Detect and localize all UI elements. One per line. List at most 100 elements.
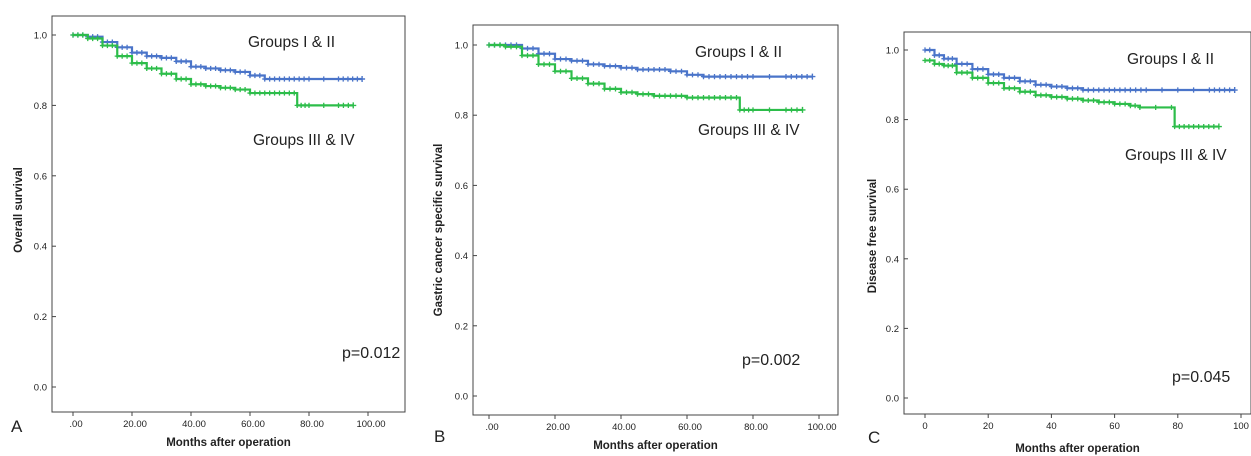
censor-mark (144, 53, 150, 59)
legend-label-groups-i-ii: Groups I & II (1127, 51, 1214, 68)
censor-mark (684, 72, 690, 78)
censor-mark (345, 76, 351, 82)
censor-mark (163, 71, 170, 77)
censor-mark (1075, 96, 1081, 102)
censor-mark (104, 42, 111, 49)
censor-mark (1017, 78, 1023, 84)
censor-mark (139, 50, 145, 56)
censor-mark (508, 44, 514, 50)
censor-mark (1181, 123, 1187, 130)
censor-mark (276, 76, 283, 82)
censor-mark (193, 64, 199, 70)
censor-mark (1017, 89, 1023, 95)
censor-mark (306, 76, 312, 82)
censor-mark (1137, 104, 1143, 111)
x-tick-label: .00 (485, 422, 498, 433)
x-tick-label: 0 (922, 421, 927, 432)
censor-mark (271, 76, 278, 82)
censor-mark (1054, 94, 1060, 100)
censor-mark (1064, 85, 1070, 91)
censor-mark (267, 90, 273, 96)
censor-mark (1054, 83, 1060, 90)
censor-mark (546, 61, 553, 67)
censor-mark (1133, 87, 1139, 93)
censor-mark (491, 42, 498, 48)
censor-mark (640, 66, 646, 73)
censor-mark (183, 58, 189, 64)
censor-mark (563, 56, 569, 62)
censor-mark (1153, 104, 1159, 111)
censor-mark (1101, 87, 1107, 93)
censor-mark (1096, 87, 1102, 93)
censor-mark (227, 67, 233, 73)
censor-mark (1038, 92, 1044, 98)
censor-mark (678, 68, 685, 74)
censor-mark (629, 89, 635, 95)
censor-mark (618, 89, 624, 95)
censor-mark (645, 91, 652, 97)
censor-mark (651, 93, 657, 99)
censor-mark (667, 93, 674, 99)
panel-letter: C (868, 428, 880, 447)
censor-mark (203, 65, 209, 72)
x-tick-label: .00 (69, 419, 82, 430)
censor-mark (990, 80, 997, 86)
x-tick-label: 20 (983, 421, 994, 432)
censor-mark (242, 86, 248, 93)
censor-mark (1027, 78, 1033, 84)
panel-letter: B (434, 427, 445, 446)
censor-mark (301, 76, 307, 82)
censor-mark (227, 85, 233, 91)
censor-mark (1090, 87, 1097, 93)
censor-mark (579, 75, 586, 81)
censor-mark (183, 76, 189, 82)
censor-mark (335, 102, 342, 108)
y-axis-label: Overall survival (13, 167, 25, 253)
censor-mark (1027, 89, 1033, 95)
censor-mark (1176, 123, 1182, 130)
censor-mark (524, 52, 531, 59)
censor-mark (262, 90, 268, 96)
x-tick-label: 40.00 (182, 419, 206, 430)
censor-mark (568, 58, 575, 64)
censor-mark (596, 81, 602, 87)
censor-mark (1221, 87, 1228, 93)
censor-mark (783, 107, 789, 113)
censor-mark (212, 65, 219, 72)
p-value-annotation: p=0.002 (742, 352, 800, 369)
censor-mark (1159, 87, 1165, 93)
y-tick-label: 0.4 (886, 254, 899, 265)
y-axis-label: Gastric cancer specific survival (433, 144, 445, 317)
y-tick-label: 0.6 (886, 185, 899, 196)
censor-mark (1211, 87, 1218, 93)
censor-mark (651, 66, 657, 73)
censor-mark (1048, 94, 1054, 100)
legend-label-groups-iii-iv: Groups III & IV (1125, 147, 1227, 164)
panel-c: 0.0 0.2 0.4 0.6 0.8 1.0 0 20 40 60 80 100 Months aft… (867, 31, 1251, 455)
censor-mark (949, 63, 955, 69)
censor-mark (662, 93, 668, 99)
censor-mark (799, 106, 806, 113)
censor-mark (673, 68, 679, 74)
censor-mark (985, 71, 991, 77)
censor-mark (969, 66, 975, 72)
y-tick-label: 0.2 (886, 324, 899, 335)
censor-mark (124, 53, 130, 59)
censor-mark (286, 76, 292, 82)
censor-mark (217, 67, 224, 73)
censor-mark (557, 56, 564, 62)
censor-mark (168, 71, 174, 77)
censor-mark (267, 76, 273, 82)
censor-mark (739, 73, 745, 80)
y-tick-label: 1.0 (34, 31, 47, 42)
censor-mark (711, 73, 718, 80)
censor-mark (340, 76, 346, 82)
censor-mark (149, 65, 155, 72)
censor-mark (222, 85, 229, 91)
censor-mark (252, 90, 258, 96)
censor-mark (188, 64, 194, 70)
censor-mark (1201, 123, 1207, 130)
censor-mark (1132, 103, 1138, 109)
censor-mark (927, 47, 933, 53)
censor-mark (129, 50, 135, 56)
